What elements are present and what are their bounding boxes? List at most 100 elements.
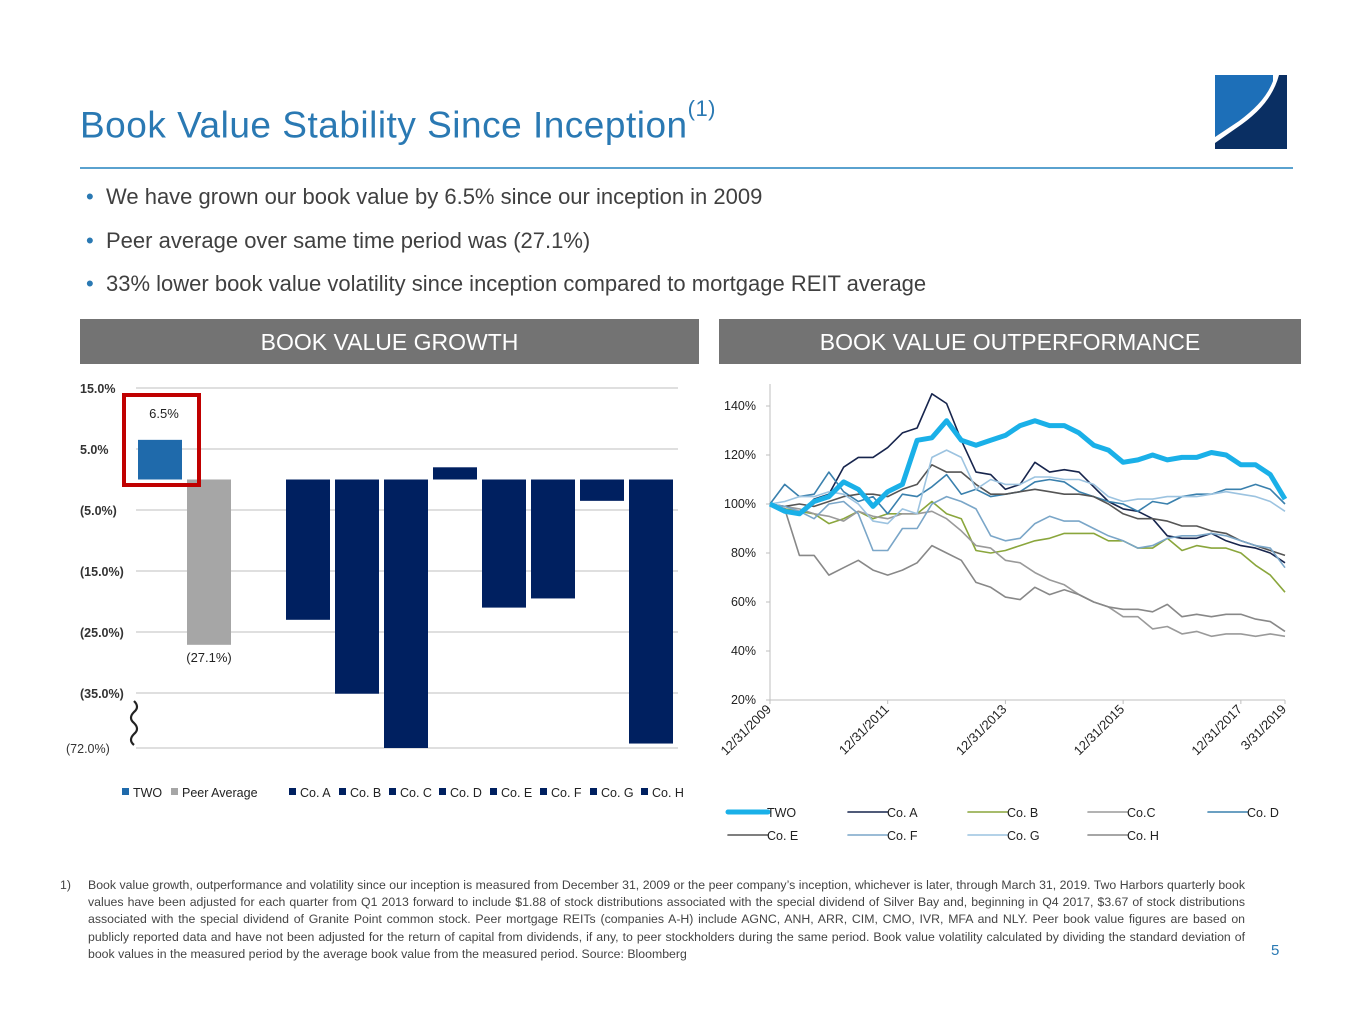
series-line-co-e [769, 464, 1286, 557]
y-tick-label: 5.0% [80, 443, 109, 457]
legend-label: TWO [767, 806, 796, 820]
bullet-1-text: We have grown our book value by 6.5% sin… [106, 184, 763, 209]
title-divider [80, 167, 1293, 169]
y-tick-label: (25.0%) [80, 626, 124, 640]
legend-item-co-d: Co. D [1207, 806, 1279, 820]
book-value-outperformance-chart: 20% 40% 60% 80% 100% 120% 140% 12/31/2009 12/31/… [717, 384, 1290, 843]
legend-item-peer-average: Peer Average [171, 786, 258, 800]
y-tick-label: 140% [724, 399, 756, 413]
bar-co-d [433, 467, 477, 480]
series-line-co-h [769, 503, 1286, 633]
x-tick-label: 12/31/2013 [953, 702, 1010, 759]
two-highlight-box [122, 393, 201, 487]
bullet-3: • 33% lower book value volatility since i… [86, 271, 927, 296]
legend-label: Co. A [887, 806, 918, 820]
page-number: 5 [1271, 942, 1280, 959]
y-tick-label: (35.0%) [80, 687, 124, 701]
data-label-peer-average: (27.1%) [186, 650, 232, 665]
legend-item-co-e: Co. E [727, 829, 798, 843]
legend-label: Co. G [1007, 829, 1040, 843]
bar-peer-average [187, 479, 231, 645]
x-tick-label: 3/31/2019 [1238, 702, 1290, 754]
panel-header-growth: BOOK VALUE GROWTH [80, 319, 699, 364]
legend-item-co-c: Co.C [1087, 806, 1155, 820]
legend-item-co-f: Co. F [540, 786, 582, 800]
legend-swatch [590, 788, 597, 795]
y-tick-label: 40% [731, 644, 756, 658]
legend-label: Co. G [601, 786, 634, 800]
legend-item-co-h: Co. H [641, 786, 684, 800]
legend-label: TWO [133, 786, 162, 800]
legend-label: Co. E [501, 786, 532, 800]
bar-two [138, 439, 182, 480]
x-tick-label: 12/31/2017 [1188, 702, 1245, 759]
y-tick-label: 60% [731, 595, 756, 609]
bar-co-h [629, 479, 673, 744]
legend-swatch [439, 788, 446, 795]
legend-label: Co. B [350, 786, 381, 800]
bar-co-e [482, 479, 526, 608]
footnote-text: Book value growth, outperformance and vo… [88, 878, 1245, 961]
legend-item-co-c: Co. C [389, 786, 432, 800]
legend-label: Co. E [767, 829, 798, 843]
legend-swatch [389, 788, 396, 795]
legend-item-co-b: Co. B [967, 806, 1038, 820]
y-tick-label: 80% [731, 546, 756, 560]
legend-label: Co. F [551, 786, 582, 800]
legend-label: Co. D [1247, 806, 1279, 820]
legend-swatch [122, 788, 129, 795]
bar-co-a [286, 479, 330, 620]
bar-co-b [335, 479, 379, 694]
legend-item-co-a: Co. A [847, 806, 918, 820]
page-title-text: Book Value Stability Since Inception [80, 104, 688, 146]
legend-label: Co. D [450, 786, 482, 800]
legend-item-two: TWO [122, 786, 162, 800]
legend-label: Co. H [1127, 829, 1159, 843]
y-tick-label: (15.0%) [80, 565, 124, 579]
legend-item-co-f: Co. F [847, 829, 918, 843]
x-tick-label: 12/31/2009 [717, 702, 774, 759]
bullet-3-text: 33% lower book value volatility since in… [106, 271, 927, 296]
legend-item-co-a: Co. A [289, 786, 331, 800]
y-tick-label: 20% [731, 693, 756, 707]
panel-header-outperformance: BOOK VALUE OUTPERFORMANCE [719, 319, 1301, 364]
page-title: Book Value Stability Since Inception(1) [80, 96, 716, 146]
legend-item-co-g: Co. G [590, 786, 634, 800]
legend-item-co-e: Co. E [490, 786, 532, 800]
legend-label: Co. H [652, 786, 684, 800]
legend-label: Peer Average [182, 786, 258, 800]
legend-swatch [289, 788, 296, 795]
series-line-co-g [769, 449, 1286, 525]
two-harbors-logo-icon [1215, 75, 1287, 149]
bar-co-g [580, 479, 624, 501]
legend-item-co-b: Co. B [339, 786, 381, 800]
bar-co-f [531, 479, 575, 599]
bullet-2: • Peer average over same time period was … [86, 228, 591, 253]
legend-label: Co.C [1127, 806, 1155, 820]
bar-co-c [384, 479, 428, 748]
series-line-co-b [769, 500, 1286, 593]
legend-swatch [339, 788, 346, 795]
footnote: 1) Book value growth, outperformance and… [60, 877, 1245, 963]
data-label-two: 6.5% [149, 406, 179, 421]
bullet-1: • We have grown our book value by 6.5% si… [86, 184, 763, 209]
legend-label: Co. B [1007, 806, 1038, 820]
title-footnote-marker: (1) [687, 96, 717, 121]
y-tick-label: (5.0%) [80, 504, 117, 518]
series-line-co-f [769, 495, 1286, 569]
series-line-co-a [769, 393, 1286, 564]
footnote-number: 1) [60, 878, 71, 892]
y-tick-label: 100% [724, 497, 756, 511]
legend-label: Co. F [887, 829, 918, 843]
book-value-growth-chart: 15.0% 5.0% (5.0%) (15.0%) (25.0%) (35.0%) (72.… [66, 382, 684, 800]
legend-swatch [490, 788, 497, 795]
legend-item-co-d: Co. D [439, 786, 482, 800]
legend-item-two: TWO [725, 806, 796, 820]
legend-swatch [540, 788, 547, 795]
y-tick-label: 120% [724, 448, 756, 462]
legend-swatch [171, 788, 178, 795]
legend-item-co-g: Co. G [967, 829, 1040, 843]
x-tick-label: 12/31/2011 [836, 702, 892, 758]
legend-label: Co. A [300, 786, 331, 800]
y-tick-label: 15.0% [80, 382, 115, 396]
